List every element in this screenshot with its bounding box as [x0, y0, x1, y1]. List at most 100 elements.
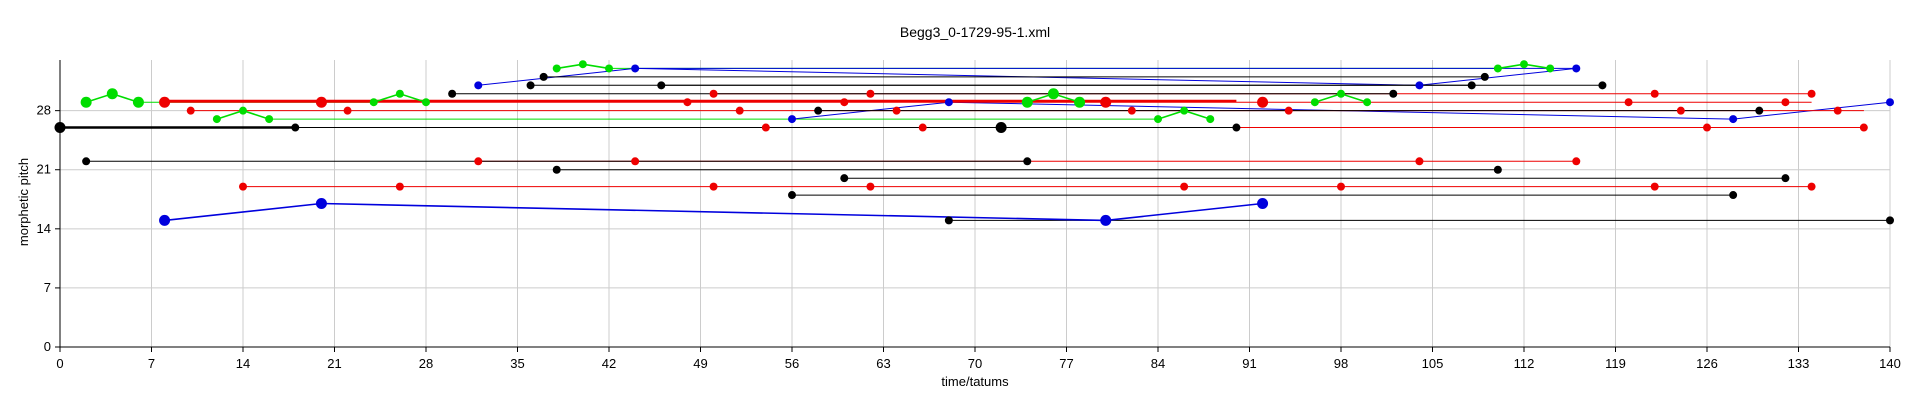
red-note-point: [186, 106, 195, 115]
red-note-point: [239, 182, 247, 191]
blue-note-point: [1886, 98, 1894, 107]
black-note-point: [1023, 157, 1032, 166]
red-note-point: [474, 157, 483, 166]
green-note-point: [1493, 64, 1502, 73]
green-note-point: [578, 60, 587, 69]
x-tick-label: 84: [1151, 356, 1165, 371]
x-tick-label: 49: [693, 356, 707, 371]
black-note-point: [1755, 106, 1764, 115]
red-note-point: [1284, 106, 1293, 115]
red-note-point: [159, 96, 171, 108]
red-note-point: [1624, 98, 1633, 107]
red-note-point: [1807, 89, 1816, 98]
green-note-point: [1206, 115, 1215, 124]
green-note-point: [552, 64, 561, 73]
x-tick-label: 119: [1605, 356, 1626, 371]
green-note-point: [1520, 60, 1528, 69]
black-note-point: [814, 106, 823, 115]
green-note-point: [395, 89, 404, 98]
green-note-point: [132, 96, 144, 108]
y-axis-label: morphetic pitch: [16, 158, 31, 246]
green-note-point: [1546, 64, 1555, 73]
green-note-point: [1337, 89, 1345, 98]
red-note-point: [735, 106, 744, 115]
green-note-point: [1021, 96, 1033, 108]
black-note-point: [944, 216, 953, 225]
black-note-point: [448, 89, 457, 98]
black-note-point: [1781, 174, 1790, 183]
red-note-point: [1337, 182, 1345, 191]
red-note-point: [1415, 157, 1424, 166]
green-note-point: [1363, 98, 1372, 107]
black-note-point: [539, 72, 548, 81]
green-note-point: [369, 98, 378, 107]
x-tick-label: 35: [510, 356, 524, 371]
x-axis-label: time/tatums: [941, 374, 1009, 389]
y-tick-label: 21: [37, 162, 51, 177]
green-note-point: [1047, 88, 1059, 100]
red-note-point: [840, 98, 849, 107]
black-note-point: [552, 165, 561, 174]
x-tick-label: 91: [1242, 356, 1256, 371]
green-note-point: [422, 98, 430, 107]
black-note-point: [1467, 81, 1476, 90]
blue-note-point: [474, 81, 483, 90]
green-note-point: [1074, 96, 1086, 108]
blue-note-point: [944, 98, 953, 107]
red-note-point: [631, 157, 640, 166]
black-note-point: [1493, 165, 1502, 174]
green-note-point: [265, 115, 274, 124]
red-note-point: [1257, 96, 1269, 108]
red-note-point: [709, 182, 718, 191]
black-note-point: [1480, 72, 1489, 81]
x-tick-label: 98: [1334, 356, 1348, 371]
blue-note-point: [1729, 115, 1738, 124]
red-note-point: [866, 89, 875, 98]
black-note-point: [291, 123, 300, 132]
y-tick-label: 14: [37, 221, 51, 236]
blue-note-point: [315, 198, 327, 209]
x-tick-label: 140: [1879, 356, 1901, 371]
red-note-point: [1833, 106, 1842, 115]
y-tick-label: 7: [44, 280, 51, 295]
black-note-point: [1232, 123, 1241, 132]
black-note-point: [1598, 81, 1607, 90]
red-note-point: [1180, 182, 1189, 191]
blue-note-point: [788, 115, 796, 124]
red-note-point: [1100, 96, 1112, 108]
x-tick-label: 63: [876, 356, 890, 371]
green-note-point: [212, 115, 221, 124]
red-note-point: [761, 123, 770, 132]
red-note-point: [1572, 157, 1581, 166]
black-note-point: [995, 122, 1007, 134]
red-note-point: [1676, 106, 1685, 115]
x-tick-label: 112: [1514, 356, 1535, 371]
blue-contour-line: [164, 202, 1263, 222]
x-tick-label: 105: [1422, 356, 1444, 371]
red-note-point: [683, 98, 692, 107]
x-tick-label: 56: [785, 356, 799, 371]
black-note-point: [526, 81, 535, 90]
black-note-point: [840, 174, 849, 183]
red-note-point: [1807, 182, 1816, 191]
black-note-point: [82, 157, 91, 166]
plot-area: [54, 60, 1894, 226]
axes: 0 7 14 21 28 35 42 49 56 63 70 77 84 91 98 105 112 119 126…: [37, 60, 1901, 371]
black-note-point: [788, 191, 796, 200]
red-note-point: [315, 96, 327, 108]
blue-note-point: [1100, 214, 1112, 226]
red-note-point: [1859, 123, 1868, 132]
black-note-point: [1886, 216, 1894, 225]
red-note-point: [1703, 123, 1711, 132]
blue-note-point: [1572, 64, 1581, 73]
green-note-point: [80, 96, 92, 108]
red-note-point: [1127, 106, 1136, 115]
red-note-point: [866, 182, 875, 191]
red-note-point: [918, 123, 927, 132]
red-note-point: [709, 89, 718, 98]
red-note-point: [343, 106, 352, 115]
black-note-point: [1729, 191, 1738, 200]
red-note-point: [1650, 89, 1659, 98]
green-note-point: [106, 88, 118, 100]
